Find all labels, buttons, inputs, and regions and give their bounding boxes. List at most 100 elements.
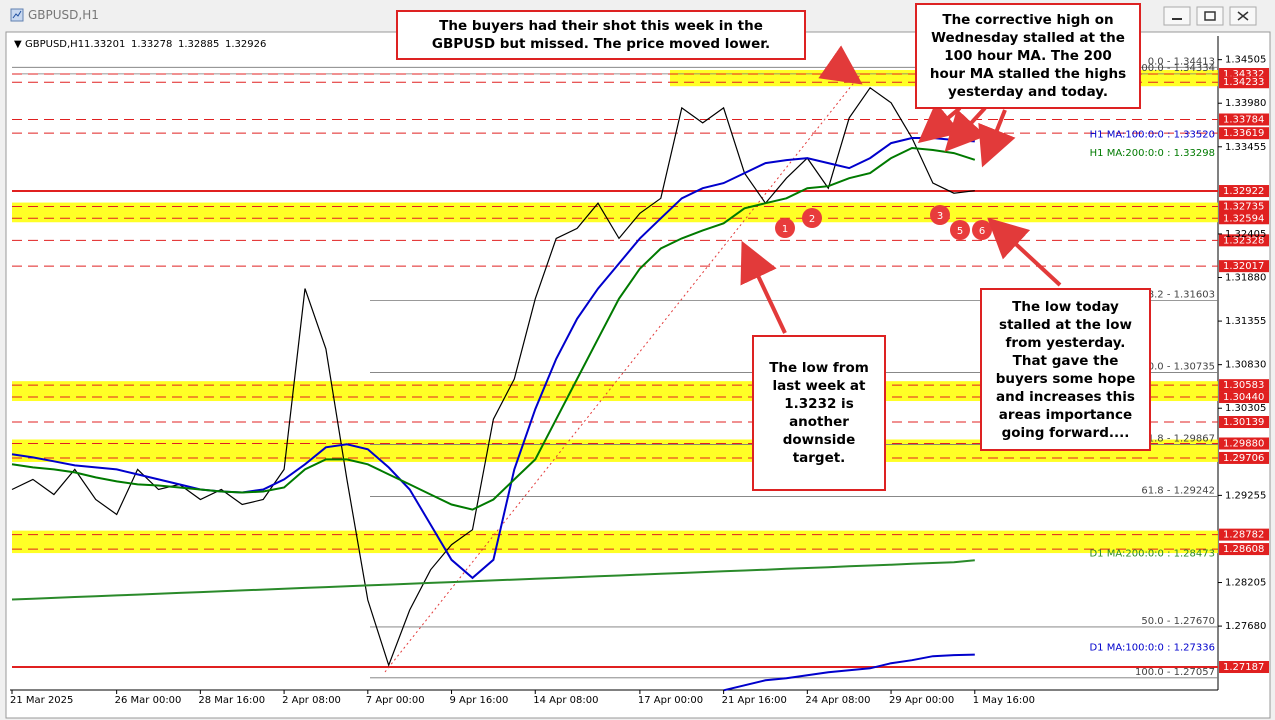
price-tag [1219,127,1269,140]
ohlc-value: 1.33278 [131,39,172,50]
price-tag [1219,200,1269,213]
annotation-box: The low from last week at 1.3232 is anot… [752,335,886,491]
annotation-arrow [818,45,863,85]
support-zone [12,202,1218,223]
chart-symbol: GBPUSD,H1 [25,39,84,50]
price-tag [1219,234,1269,247]
price-tag-label: 1.27187 [1223,662,1264,673]
annotation-box: The low today stalled at the low from ye… [980,288,1151,451]
y-tick-label: 1.30305 [1225,403,1266,414]
moving-average-line [11,559,975,601]
moving-average-line [11,146,976,511]
marker-label: 5 [957,226,963,237]
annotation-arrow [978,109,1016,168]
moving-average-line [11,137,975,580]
price-tag-label: 1.32735 [1223,202,1264,213]
price-tag [1219,416,1269,429]
fib-level-label: 38.2 - 1.31603 [1141,290,1215,301]
annotation-box: The corrective high on Wednesday stalled… [915,3,1141,109]
ohlc-value: 1.33201 [84,39,125,50]
annotation-arrow [944,106,987,152]
marker-label: 1 [782,224,788,235]
y-tick-label: 1.33980 [1225,98,1266,109]
price-tag-label: 1.32922 [1223,186,1264,197]
support-zone [12,530,1218,554]
fib-level-label: 61.8 - 1.29242 [1141,485,1215,496]
x-tick-label: 26 Mar 00:00 [115,695,182,706]
price-tag [1219,437,1269,450]
series-label: H1 MA:100:0:0 : 1.33520 [1090,129,1215,140]
price-tag-label: 1.34233 [1223,77,1264,88]
marker-circle [972,220,992,240]
series-label: D1 MA:200:0:0 : 1.28473 [1089,548,1215,559]
y-tick-label: 1.28205 [1225,578,1266,589]
y-tick-label: 1.30830 [1225,360,1266,371]
x-tick-label: 7 Apr 00:00 [366,695,425,706]
x-tick-label: 21 Apr 16:00 [722,695,787,706]
price-tag-label: 1.33784 [1223,114,1264,125]
marker-circle [802,208,822,228]
annotation-arrow [740,240,787,334]
x-tick-label: 24 Apr 08:00 [805,695,870,706]
price-tag [1219,212,1269,225]
ohlc-value: 1.32926 [225,39,266,50]
y-tick-label: 1.34505 [1225,55,1266,66]
fib-trend-line [384,74,861,673]
marker-label: 2 [809,214,815,225]
series-label: H1 MA:200:0:0 : 1.33298 [1090,148,1215,159]
price-tag-label: 1.32328 [1223,235,1264,246]
marker-circle [775,218,795,238]
price-tag [1219,451,1269,464]
price-tag-label: 1.30139 [1223,417,1264,428]
series-label: D1 MA:100:0:0 : 1.27336 [1089,643,1215,654]
moving-average-line [723,653,975,692]
marker-circle [930,205,950,225]
price-tag-label: 1.32594 [1223,213,1264,224]
annotation-box: The buyers had their shot this week in t… [396,10,806,60]
x-tick-label: 14 Apr 08:00 [533,695,598,706]
price-tag-label: 1.34332 [1223,69,1264,80]
window-buttons[interactable] [1163,4,1263,28]
marker-label: 3 [937,211,943,222]
fib-level-label: 100.0 - 1.34334 [1135,63,1215,74]
symbol-arrow: ▼ [14,39,22,50]
window-title: GBPUSD,H1 [28,8,99,22]
y-tick-label: 1.32405 [1225,229,1266,240]
price-tag [1219,661,1269,674]
price-tag [1219,543,1269,556]
x-tick-label: 17 Apr 00:00 [638,695,703,706]
price-tag-label: 1.29706 [1223,453,1264,464]
fib-level-label: 100.0 - 1.27057 [1135,667,1215,678]
fib-level-label: 0.0 - 1.34413 [1148,56,1215,67]
x-tick-label: 29 Apr 00:00 [889,695,954,706]
price-tag [1219,528,1269,541]
y-tick-label: 1.29255 [1225,490,1266,501]
x-tick-label: 21 Mar 2025 [10,695,73,706]
price-tag [1219,185,1269,198]
support-zone [12,381,1218,402]
fib-level-label: 61.8 - 1.29867 [1141,434,1215,445]
price-tag-label: 1.33619 [1223,128,1264,139]
price-tag-label: 1.30583 [1223,380,1264,391]
fib-level-label: 50.0 - 1.27670 [1141,616,1215,627]
price-tag [1219,379,1269,392]
x-tick-label: 1 May 16:00 [973,695,1035,706]
x-tick-label: 2 Apr 08:00 [282,695,341,706]
x-tick-label: 28 Mar 16:00 [198,695,265,706]
x-tick-label: 9 Apr 16:00 [450,695,509,706]
window-icon [10,8,24,22]
annotation-arrow [987,217,1062,287]
price-tag [1219,76,1269,89]
price-tag-label: 1.30440 [1223,392,1264,403]
marker-circle [950,220,970,240]
price-tag-label: 1.29880 [1223,439,1264,450]
ohlc-value: 1.32885 [178,39,219,50]
marker-label: 6 [979,226,985,237]
price-tag-label: 1.28782 [1223,530,1264,541]
y-tick-label: 1.27680 [1225,621,1266,632]
y-tick-label: 1.31880 [1225,273,1266,284]
fib-level-label: 50.0 - 1.30735 [1141,362,1215,373]
price-tag [1219,391,1269,404]
y-tick-label: 1.31355 [1225,316,1266,327]
